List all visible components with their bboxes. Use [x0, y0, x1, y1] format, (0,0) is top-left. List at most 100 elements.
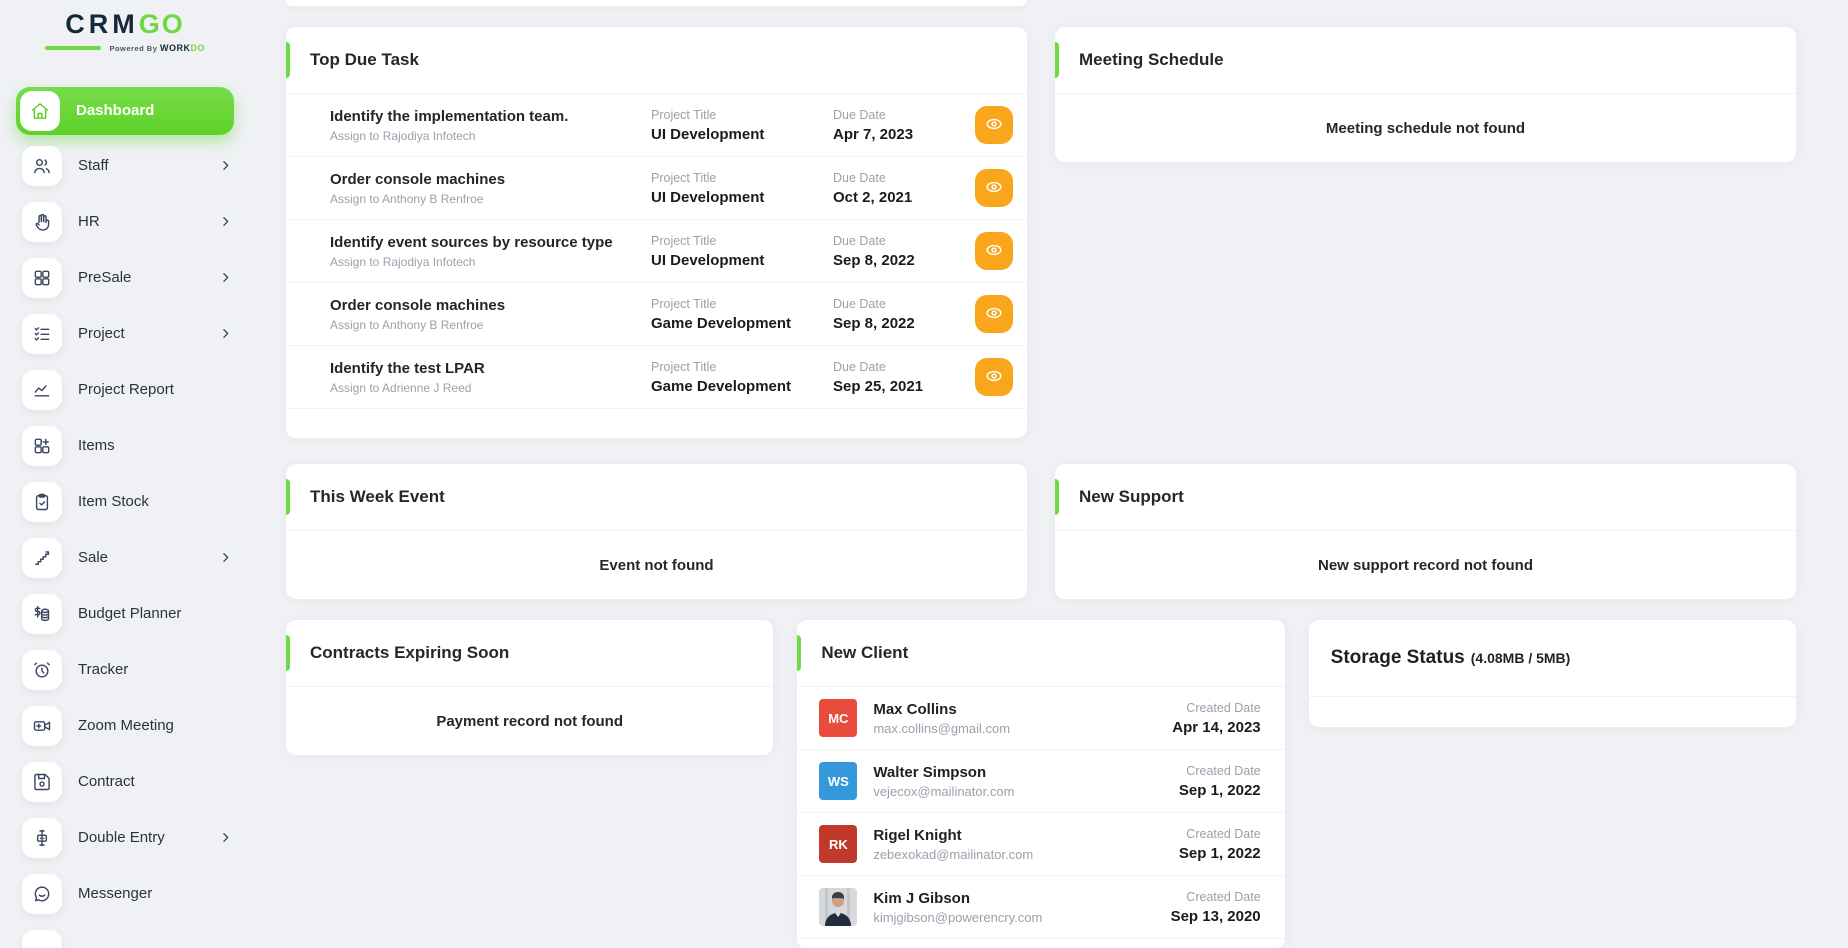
view-task-button[interactable] [975, 169, 1013, 207]
storage-status-title: Storage Status [1330, 647, 1465, 668]
sidebar-item-sale[interactable]: Sale [22, 537, 236, 578]
sidebar-item-label: Items [78, 437, 115, 455]
dollar-coins-icon [32, 604, 52, 624]
created-date-value: Sep 1, 2022 [1178, 781, 1261, 799]
support-empty-message: New support record not found [1318, 556, 1533, 574]
created-date-label: Created Date [1186, 826, 1261, 841]
sidebar: CRMGO Powered By WORKDO Dashboard Staff [0, 0, 250, 948]
alarm-clock-icon [32, 660, 52, 680]
task-title: Identify event sources by resource type [330, 233, 613, 251]
eye-icon [984, 366, 1004, 389]
sidebar-item-project[interactable]: Project [22, 313, 236, 354]
project-title-value: UI Development [651, 251, 765, 269]
logo-subline: Powered By WORKDO [45, 43, 205, 53]
contracts-expiring-card: Contracts Expiring Soon Payment record n… [286, 620, 774, 755]
chart-line-icon [32, 380, 52, 400]
scrolled-card-remnant-row [286, 0, 1796, 6]
sidebar-item-label: Tracker [78, 661, 129, 679]
client-name: Rigel Knight [873, 826, 962, 844]
meeting-schedule-card: Meeting Schedule Meeting schedule not fo… [1055, 27, 1796, 162]
logo-text-primary: CRM [65, 9, 139, 39]
due-date-value: Sep 8, 2022 [833, 251, 915, 269]
sidebar-item-label: Budget Planner [78, 605, 182, 623]
contracts-expiring-header: Contracts Expiring Soon [286, 620, 774, 687]
client-initials-avatar: WS [819, 762, 858, 800]
sidebar-item-presale[interactable]: PreSale [22, 257, 236, 298]
sidebar-item-label: Staff [78, 157, 109, 175]
task-row: Order console machines Assign to Anthony… [286, 283, 1027, 346]
client-list: MC Max Collins max.collins@gmail.com Cre… [797, 687, 1285, 939]
project-title-label: Project Title [651, 296, 717, 311]
this-week-event-header: This Week Event [286, 464, 1027, 531]
sidebar-item-contract[interactable]: Contract [22, 761, 236, 802]
task-row: Identify event sources by resource type … [286, 220, 1027, 283]
top-due-task-header: Top Due Task [286, 27, 1027, 94]
due-date-value: Apr 7, 2023 [833, 125, 914, 143]
task-title: Identify the implementation team. [330, 107, 569, 125]
card-title: Meeting Schedule [1079, 50, 1224, 69]
task-title: Identify the test LPAR [330, 359, 485, 377]
view-task-button[interactable] [975, 358, 1013, 396]
sidebar-item-label: Sale [78, 549, 109, 567]
sidebar-item-hr[interactable]: HR [22, 201, 236, 242]
logo-text-accent: GO [138, 9, 185, 39]
view-task-button[interactable] [975, 232, 1013, 270]
client-initials-avatar: RK [819, 825, 858, 863]
sidebar-item-messenger[interactable]: Messenger [22, 873, 236, 914]
eye-icon [984, 177, 1004, 200]
new-support-card: New Support New support record not found [1055, 464, 1796, 599]
video-camera-icon [32, 716, 52, 736]
client-email: zebexokad@mailinator.com [873, 846, 1034, 862]
sidebar-item-label: HR [78, 213, 100, 231]
view-task-button[interactable] [975, 295, 1013, 333]
chevron-right-icon [219, 271, 232, 284]
task-assignee: Assign to Anthony B Renfroe [330, 191, 484, 206]
sidebar-item-label: Item Stock [78, 493, 149, 511]
powered-by-text: Powered By WORKDO [109, 42, 205, 53]
main-content: Top Due Task Identify the implementation… [250, 0, 1848, 948]
sidebar-item-double-entry[interactable]: Double Entry [22, 817, 236, 858]
chevron-right-icon [219, 831, 232, 844]
created-date-value: Sep 13, 2020 [1170, 907, 1261, 925]
storage-status-header: Storage Status (4.08MB / 5MB) [1308, 620, 1796, 697]
client-email: vejecox@mailinator.com [873, 783, 1015, 799]
event-empty-message: Event not found [599, 556, 714, 574]
sidebar-item-label: Double Entry [78, 829, 165, 847]
chevron-right-icon [219, 159, 232, 172]
created-date-value: Sep 1, 2022 [1178, 844, 1261, 862]
payment-empty-message: Payment record not found [436, 712, 623, 730]
sidebar-item-items[interactable]: Items [22, 425, 236, 466]
task-row: Identify the implementation team. Assign… [286, 94, 1027, 157]
sidebar-item-label: PreSale [78, 269, 132, 287]
due-date-label: Due Date [833, 296, 886, 311]
sidebar-item-tracker[interactable]: Tracker [22, 649, 236, 690]
sidebar-item-dashboard[interactable]: Dashboard [16, 86, 234, 135]
sidebar-item-label: Dashboard [76, 102, 155, 120]
grid-icon [32, 268, 52, 288]
view-task-button[interactable] [975, 106, 1013, 144]
sidebar-item-partial [22, 929, 236, 948]
client-name: Kim J Gibson [873, 889, 971, 907]
list-checks-icon [32, 324, 52, 344]
project-title-value: Game Development [651, 377, 792, 395]
chat-icon [32, 884, 52, 904]
sidebar-item-project-report[interactable]: Project Report [22, 369, 236, 410]
stairs-icon [32, 548, 52, 568]
sidebar-item-item-stock[interactable]: Item Stock [22, 481, 236, 522]
eye-icon [984, 240, 1004, 263]
meeting-schedule-header: Meeting Schedule [1055, 27, 1796, 94]
created-date-value: Apr 14, 2023 [1172, 718, 1261, 736]
sidebar-item-zoom-meeting[interactable]: Zoom Meeting [22, 705, 236, 746]
app-logo[interactable]: CRMGO Powered By WORKDO [45, 9, 205, 53]
client-row: RK Rigel Knight zebexokad@mailinator.com… [797, 813, 1285, 876]
sidebar-item-budget-planner[interactable]: Budget Planner [22, 593, 236, 634]
due-date-label: Due Date [833, 170, 886, 185]
sidebar-item-staff[interactable]: Staff [22, 145, 236, 186]
storage-status-body [1309, 697, 1796, 727]
logo-underline-bar [45, 45, 102, 50]
created-date-label: Created Date [1186, 763, 1261, 778]
due-date-value: Sep 8, 2022 [833, 314, 915, 332]
project-title-value: Game Development [651, 314, 792, 332]
task-assignee: Assign to Rajodiya Infotech [330, 254, 476, 269]
